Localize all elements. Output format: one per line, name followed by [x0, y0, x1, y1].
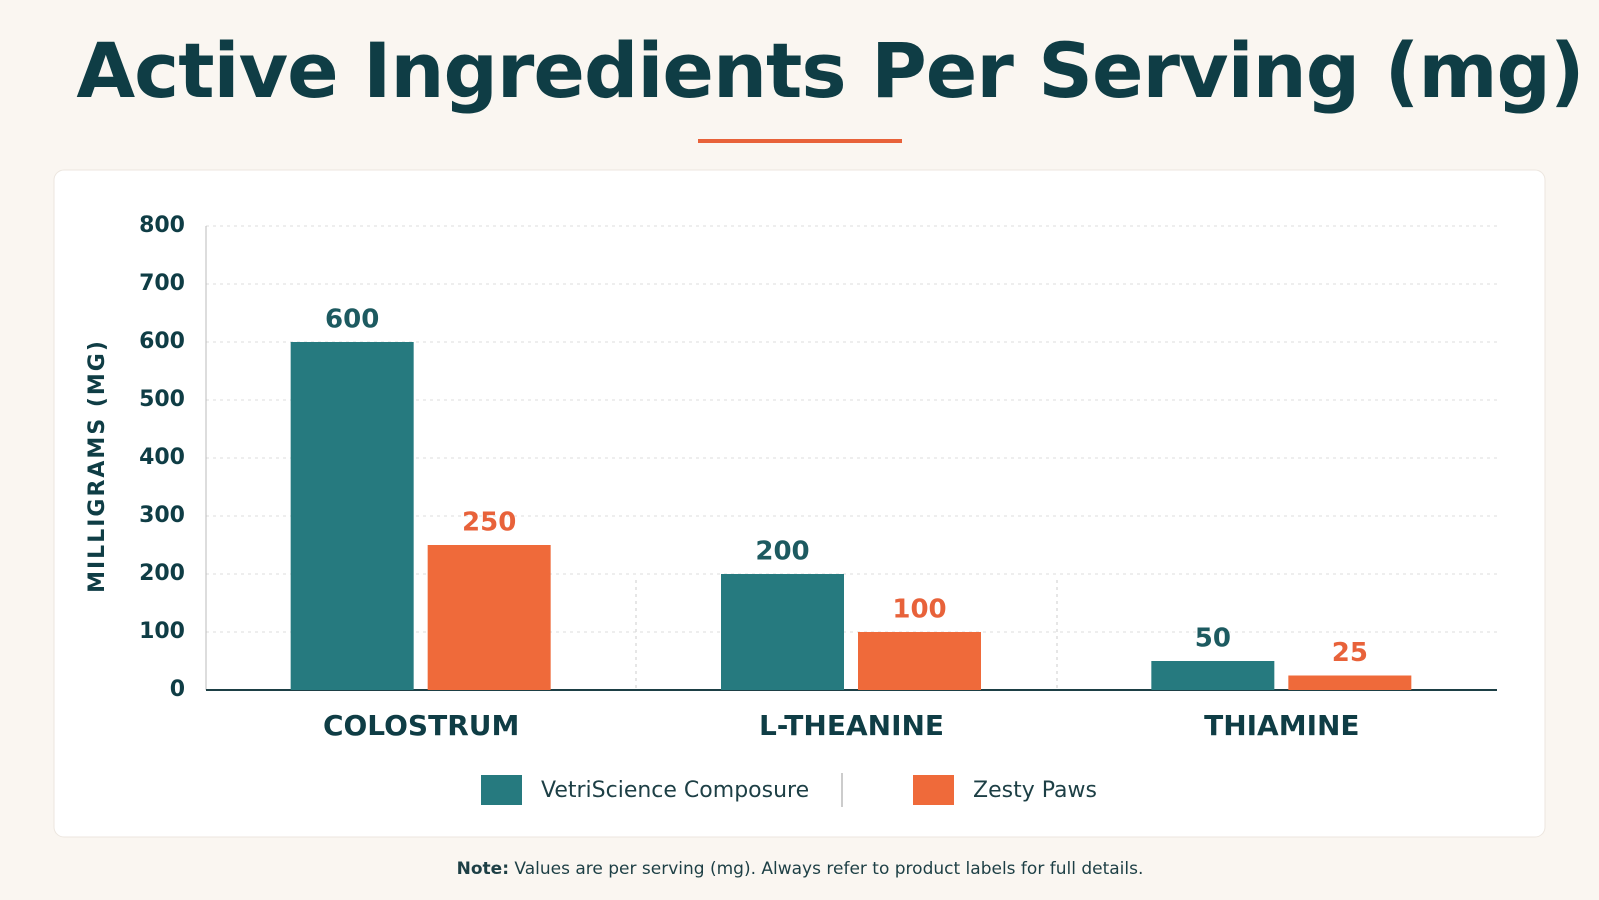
- legend-swatch: [913, 775, 954, 805]
- bar: [721, 574, 844, 690]
- legend-swatch: [481, 775, 522, 805]
- value-label: 25: [1332, 638, 1368, 668]
- x-tick-label: L-THEANINE: [759, 709, 944, 742]
- y-tick-label: 300: [139, 503, 185, 528]
- note-text: Values are per serving (mg). Always refe…: [514, 859, 1143, 879]
- chart-title: Active Ingredients Per Serving (mg): [76, 26, 1583, 115]
- bar: [1288, 675, 1412, 690]
- bar: [858, 632, 981, 690]
- value-label: 600: [325, 305, 379, 335]
- value-label: 250: [462, 508, 516, 538]
- value-label: 50: [1195, 624, 1231, 654]
- value-label: 100: [892, 595, 946, 625]
- y-tick-label: 800: [139, 213, 185, 238]
- y-tick-label: 100: [139, 619, 185, 644]
- y-tick-label: 200: [139, 561, 185, 586]
- y-tick-label: 400: [139, 445, 185, 470]
- x-tick-label: COLOSTRUM: [323, 709, 519, 742]
- y-tick-label: 700: [139, 271, 185, 296]
- bar: [427, 545, 551, 690]
- y-tick-label: 500: [139, 387, 185, 412]
- note-label: Note:: [457, 859, 509, 879]
- y-tick-label: 0: [170, 677, 185, 702]
- x-tick-label: THIAMINE: [1204, 709, 1359, 742]
- y-tick-label: 600: [139, 329, 185, 354]
- legend-label: VetriScience Composure: [541, 778, 809, 803]
- note: Note: Values are per serving (mg). Alway…: [457, 859, 1144, 879]
- legend-label: Zesty Paws: [973, 778, 1097, 803]
- value-label: 200: [755, 537, 809, 567]
- y-axis-label: MILLIGRAMS (MG): [85, 339, 110, 593]
- bar: [1151, 661, 1275, 690]
- bar: [290, 342, 414, 690]
